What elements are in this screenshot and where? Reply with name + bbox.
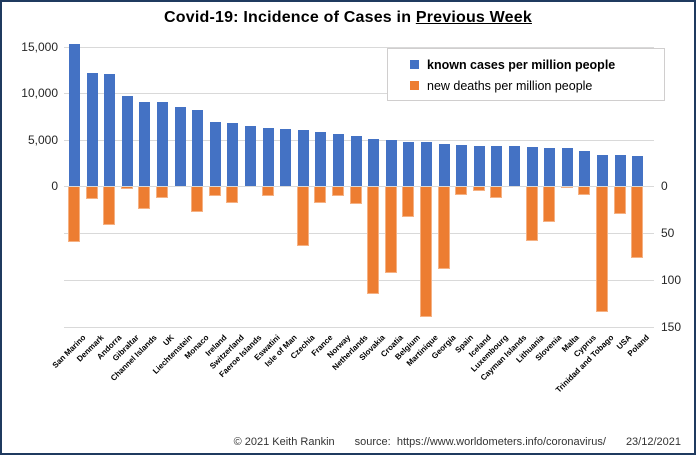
bar-deaths-monaco [191, 187, 204, 213]
bar-cases-czechia [297, 129, 309, 186]
bar-cases-cayman-islands [509, 146, 520, 186]
bar-deaths-gibraltar [120, 187, 133, 189]
bar-deaths-iceland [472, 187, 485, 191]
bar-cases-faeroe-islands [245, 126, 256, 186]
bar-deaths-ireland [208, 187, 221, 197]
bar-cases-gibraltar [121, 96, 133, 186]
right-axis-tick-label: 0 [661, 179, 668, 193]
chart-title-underlined: Previous Week [415, 9, 532, 26]
bar-deaths-poland [631, 187, 644, 258]
gridline [64, 327, 654, 328]
bar-deaths-spain [455, 187, 468, 195]
bar-deaths-denmark [85, 187, 98, 200]
legend-label-deaths: new deaths per million people [427, 78, 593, 93]
bar-deaths-france [314, 187, 327, 203]
legend-label-cases: known cases per million people [427, 57, 616, 72]
bar-deaths-norway [332, 187, 344, 197]
footer-source-label: source: [354, 436, 391, 448]
bar-cases-poland [632, 156, 644, 186]
gridline [64, 93, 654, 95]
bar-deaths-netherlands [349, 187, 362, 204]
footer-source: source: https://www.worldometers.info/co… [355, 436, 606, 448]
bar-cases-norway [333, 133, 344, 186]
bar-deaths-lithuania [525, 187, 538, 241]
footer-copyright: © 2021 Keith Rankin [233, 436, 335, 448]
bar-cases-monaco [192, 110, 204, 186]
bar-cases-georgia [438, 144, 450, 186]
legend-swatch-deaths [410, 81, 419, 90]
legend-entry-cases: known cases per million people [396, 54, 656, 75]
bar-cases-channel-islands [139, 101, 151, 186]
bar-deaths-channel-islands [138, 187, 151, 209]
bar-cases-belgium [403, 141, 415, 186]
right-axis-tick-label: 150 [661, 320, 682, 334]
legend-box: known cases per million people new death… [387, 48, 665, 101]
bar-cases-switzerland [227, 122, 239, 186]
bar-deaths-luxembourg [490, 187, 503, 199]
left-axis-tick-label: 0 [51, 179, 58, 193]
legend-swatch-cases [410, 60, 419, 69]
gridline [64, 233, 654, 234]
bar-cases-croatia [385, 140, 397, 186]
bar-cases-san-marino [69, 44, 80, 186]
bar-cases-andorra [104, 73, 116, 186]
bar-deaths-cyprus [578, 187, 591, 195]
footer-date: 23/12/2021 [625, 436, 681, 448]
bar-deaths-croatia [384, 187, 397, 274]
bar-cases-ireland [209, 122, 221, 186]
left-axis-tick-label: 15,000 [21, 40, 58, 54]
bar-deaths-slovenia [543, 187, 556, 222]
footer: © 2021 Keith Rankin source: https://www.… [234, 436, 681, 448]
bar-deaths-eswatini [261, 187, 274, 197]
bar-deaths-san-marino [68, 187, 80, 243]
bar-cases-luxembourg [491, 145, 503, 186]
bar-cases-liechtenstein [174, 107, 186, 186]
bar-cases-isle-of-man [280, 128, 292, 186]
bar-cases-eswatini [262, 128, 274, 186]
bar-cases-cyprus [579, 150, 591, 186]
bar-cases-slovenia [544, 147, 556, 186]
bar-deaths-uk [156, 187, 168, 199]
bar-deaths-czechia [296, 187, 309, 247]
bar-cases-iceland [473, 145, 485, 186]
bar-cases-malta [561, 148, 573, 186]
bar-cases-martinique [421, 141, 432, 186]
bar-cases-slovakia [368, 138, 380, 186]
legend-entry-deaths: new deaths per million people [396, 75, 656, 96]
right-axis-tick-label: 50 [661, 226, 675, 240]
bar-deaths-usa [613, 187, 626, 215]
bar-cases-denmark [86, 72, 98, 186]
chart-title-prefix: Covid-19: Incidence of Cases in [164, 9, 416, 26]
gridline [64, 47, 654, 48]
bar-cases-netherlands [350, 135, 362, 186]
bar-cases-spain [456, 145, 468, 186]
left-axis-tick-label: 10,000 [21, 86, 58, 101]
bar-deaths-switzerland [226, 187, 239, 203]
bar-cases-trinidad-and-tobago [597, 154, 608, 186]
bar-deaths-slovakia [367, 187, 380, 295]
chart-title: Covid-19: Incidence of Cases in Previous… [2, 9, 694, 27]
bar-deaths-belgium [402, 187, 415, 218]
bar-deaths-georgia [437, 187, 450, 269]
right-axis-tick-label: 100 [661, 273, 682, 287]
gridline [64, 186, 654, 187]
bar-cases-lithuania [526, 147, 538, 186]
footer-source-url: https://www.worldometers.info/coronaviru… [396, 436, 606, 448]
bar-cases-uk [157, 102, 168, 186]
bar-deaths-trinidad-and-tobago [596, 187, 608, 313]
bar-deaths-andorra [103, 187, 116, 225]
bar-deaths-martinique [420, 187, 432, 317]
left-axis-tick-label: 5,000 [27, 132, 58, 147]
gridline [64, 280, 654, 281]
bar-cases-usa [614, 155, 626, 186]
bar-deaths-malta [560, 187, 573, 188]
bar-cases-france [315, 131, 327, 186]
